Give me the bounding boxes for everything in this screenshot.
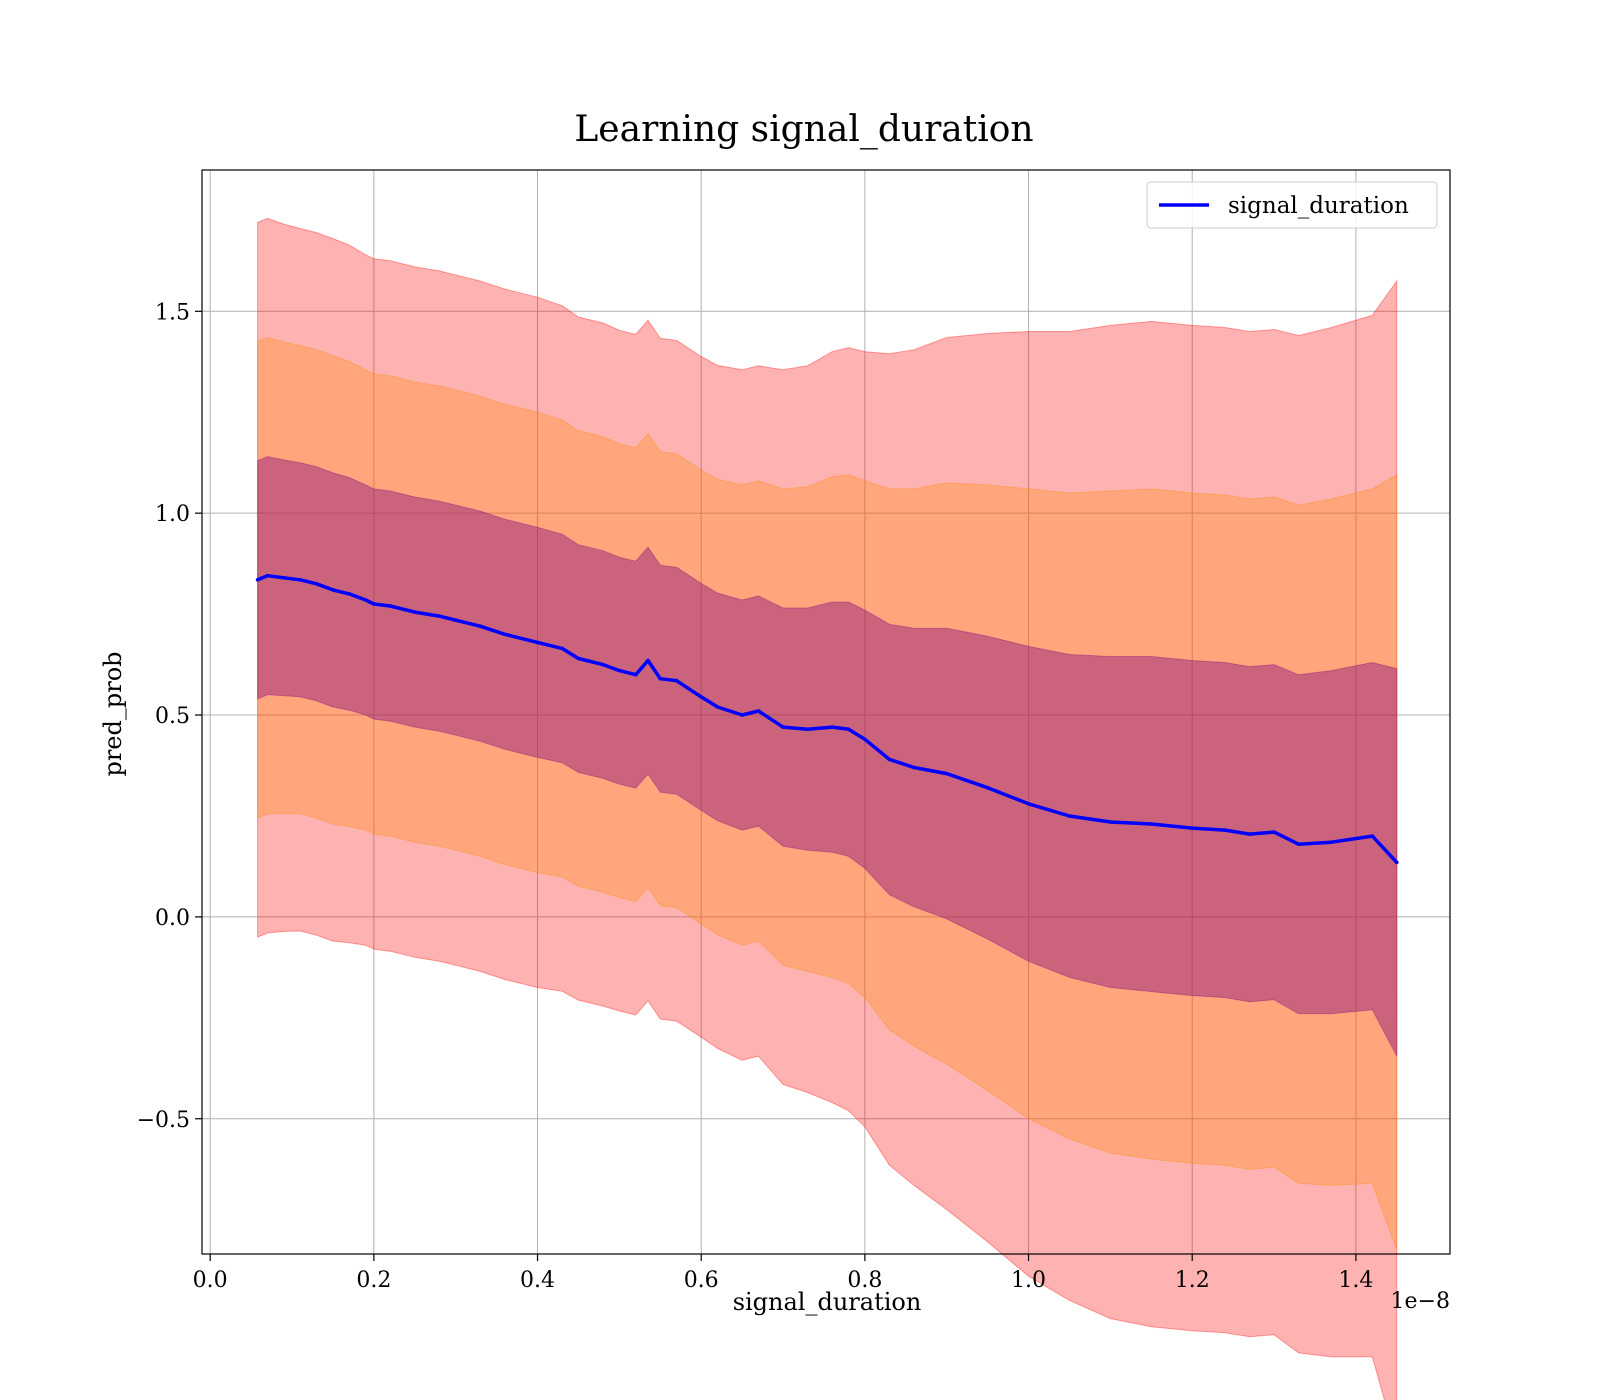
band-2sd xyxy=(257,336,1398,1251)
y-axis-label: pred_prob xyxy=(99,651,127,776)
chart-title: Learning signal_duration xyxy=(574,109,1033,150)
data-point xyxy=(1223,828,1227,832)
band-3sd xyxy=(257,217,1398,1400)
data-point xyxy=(560,646,564,651)
data-point xyxy=(265,573,270,578)
x-tick-label: 1.0 xyxy=(1011,1268,1046,1293)
y-tick-label: −0.5 xyxy=(137,1108,190,1133)
data-point xyxy=(437,614,442,618)
x-tick-label: 0.6 xyxy=(684,1268,719,1293)
legend-label: signal_duration xyxy=(1228,193,1409,219)
axes-frame xyxy=(201,169,1451,1255)
data-point xyxy=(363,598,368,602)
data-point xyxy=(314,582,319,586)
grid xyxy=(202,170,1450,1254)
legend: signal_duration xyxy=(1146,181,1438,229)
data-point xyxy=(1395,860,1399,865)
data-point xyxy=(944,771,949,776)
data-point xyxy=(535,640,540,645)
data-point xyxy=(453,618,458,622)
data-point xyxy=(740,713,744,717)
y-tick-label: 0.5 xyxy=(155,704,190,729)
data-point xyxy=(1108,820,1113,824)
data-point xyxy=(372,602,376,606)
data-point xyxy=(601,662,605,667)
data-point xyxy=(503,632,507,637)
x-offset-label: 1e−8 xyxy=(1391,1289,1450,1314)
x-tick-label: 0.8 xyxy=(847,1268,882,1293)
data-point xyxy=(1296,842,1301,846)
data-point xyxy=(1247,832,1252,836)
data-point xyxy=(985,785,990,790)
data-point xyxy=(830,725,834,729)
data-point xyxy=(1067,814,1072,818)
data-point xyxy=(674,678,679,683)
plot-area: 0.0 0.2 0.4 0.6 0.8 1.0 1.2 1.4 −0.5 0.0 0.5 1.0 1.5… xyxy=(137,169,1451,1400)
x-tick-label: 0.2 xyxy=(356,1268,391,1293)
data-point xyxy=(912,765,916,770)
data-point xyxy=(633,672,638,677)
data-point xyxy=(1329,840,1334,844)
data-point xyxy=(347,592,352,596)
data-point xyxy=(1190,826,1194,830)
data-point xyxy=(1026,802,1031,806)
data-point xyxy=(863,737,867,742)
data-point xyxy=(1370,834,1375,838)
data-point xyxy=(298,578,303,582)
data-point xyxy=(887,757,892,762)
data-point xyxy=(1272,830,1276,834)
data-point xyxy=(282,576,286,580)
x-tick-label: 1.4 xyxy=(1338,1268,1373,1293)
data-point xyxy=(478,624,483,628)
legend-box xyxy=(1146,181,1438,229)
x-tick-label: 1.2 xyxy=(1175,1268,1210,1293)
x-axis-label: signal_duration xyxy=(733,1288,922,1316)
y-tick-label: 1.0 xyxy=(155,502,190,527)
band-1sd xyxy=(257,456,1398,1057)
data-point xyxy=(576,656,581,661)
x-tick-label: 0.0 xyxy=(193,1268,228,1293)
data-point xyxy=(756,709,761,713)
data-point xyxy=(331,588,335,592)
data-point xyxy=(617,668,622,673)
y-tick-label: 1.5 xyxy=(155,300,190,325)
data-point xyxy=(255,578,260,582)
data-point xyxy=(805,727,810,731)
x-tick-label: 0.4 xyxy=(520,1268,555,1293)
data-point xyxy=(646,658,650,663)
data-point xyxy=(846,727,851,731)
data-point xyxy=(781,725,785,729)
data-point xyxy=(699,695,703,699)
data-point xyxy=(658,676,663,681)
y-tick-label: 0.0 xyxy=(155,906,190,931)
data-point xyxy=(413,610,417,614)
data-point xyxy=(388,604,393,608)
data-point xyxy=(715,705,720,709)
data-point xyxy=(1149,822,1154,826)
